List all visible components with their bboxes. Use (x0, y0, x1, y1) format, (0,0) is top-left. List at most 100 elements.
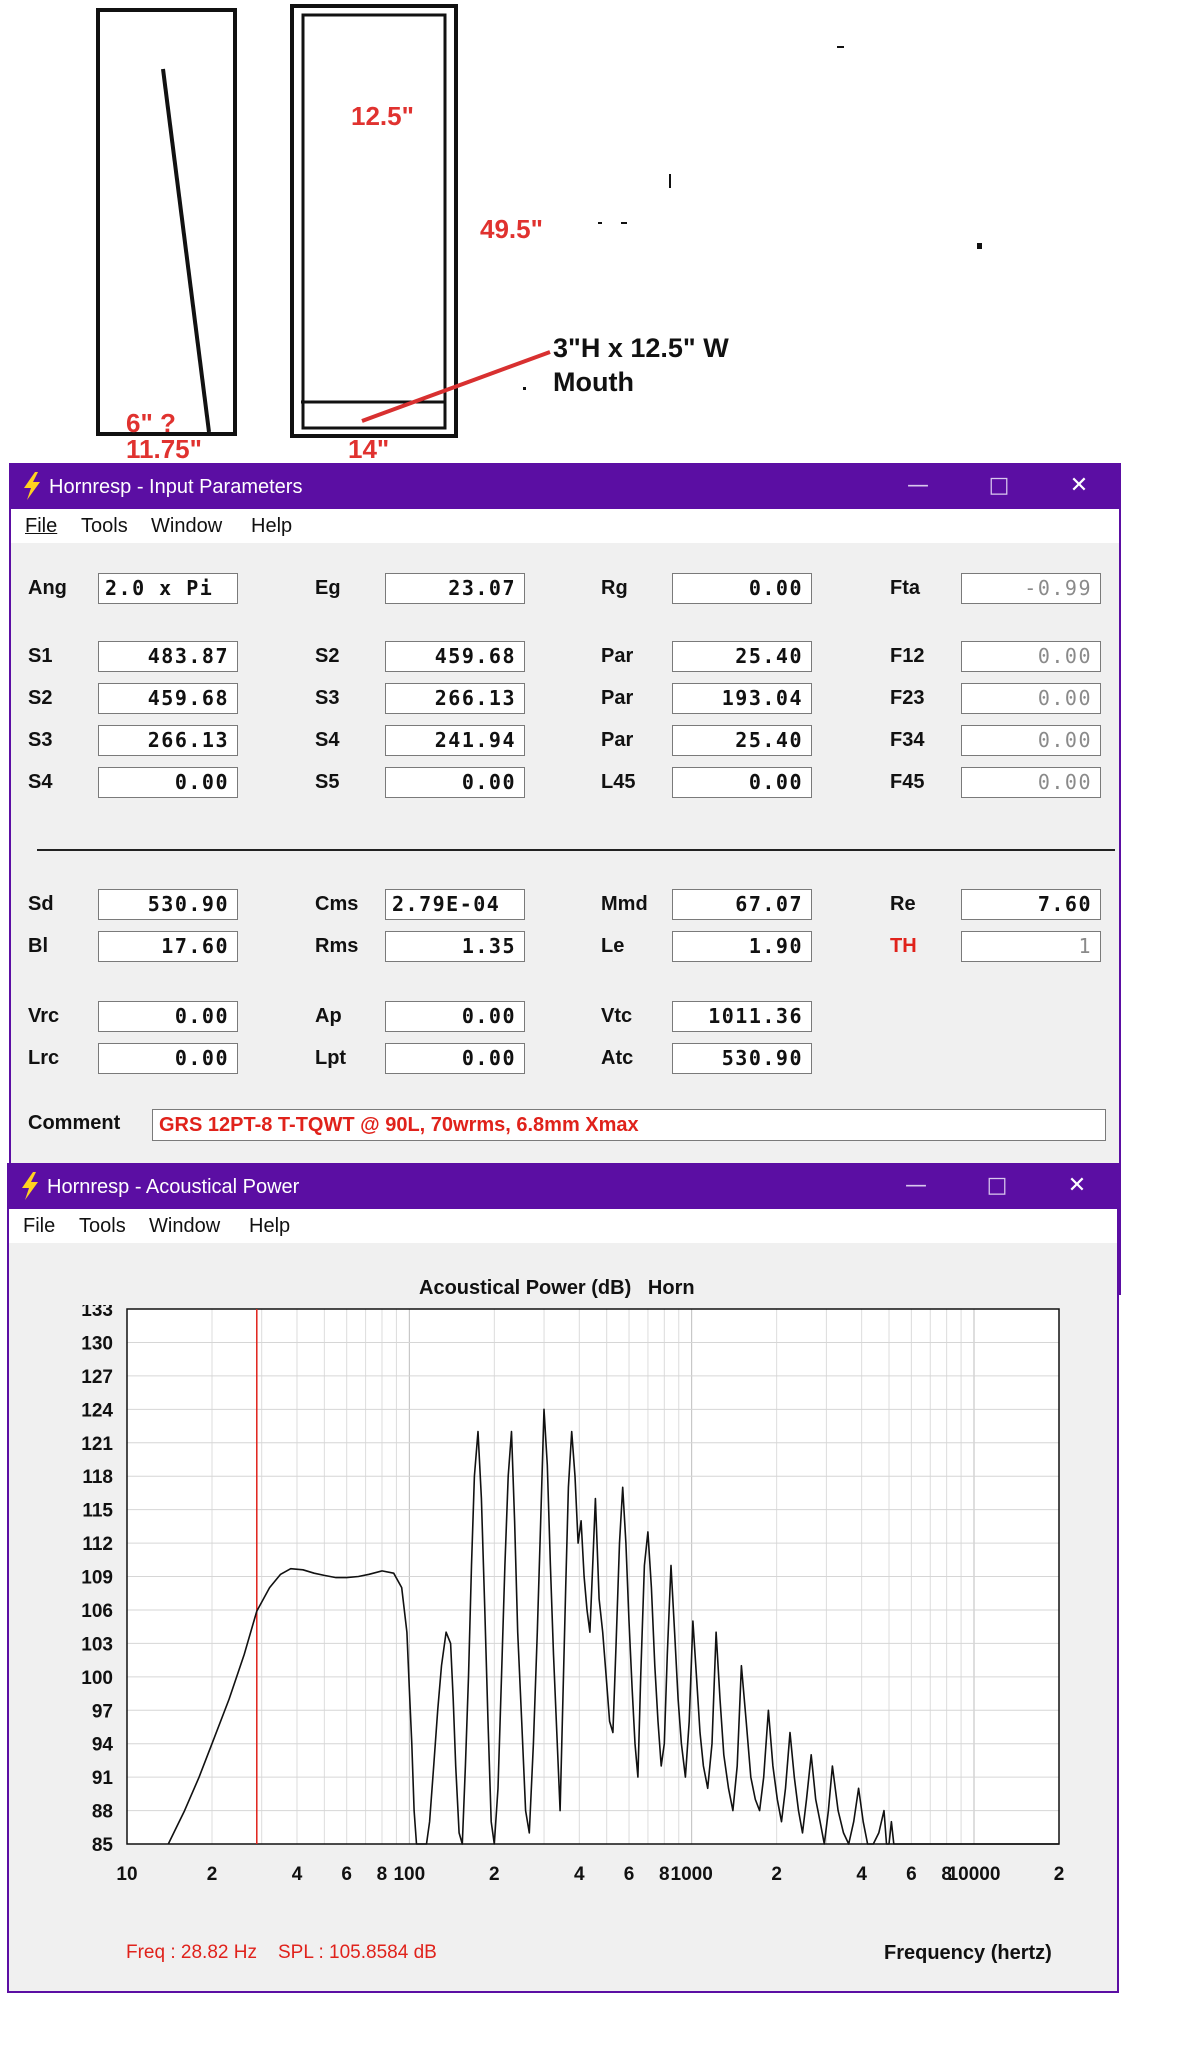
param-field-re[interactable]: 7.60 (961, 889, 1101, 920)
menu-tools[interactable]: Tools (79, 1215, 126, 1237)
front-view-outer (290, 4, 458, 438)
y-tick-label: 85 (92, 1835, 114, 1856)
x-tick-label: 4 (292, 1864, 303, 1885)
param-label-s3: S3 (28, 729, 53, 751)
top-width-label: 12.5" (351, 101, 414, 131)
param-label-ang: Ang (28, 577, 67, 599)
menu-window[interactable]: Window (151, 515, 223, 537)
param-label-ap: Ap (315, 1005, 342, 1027)
y-tick-label: 97 (92, 1701, 113, 1722)
enclosure-sketch: 12.5" 49.5" 3"H x 12.5" W Mouth 6" ? 11.… (0, 0, 1179, 464)
param-field-lrc[interactable]: 0.00 (98, 1043, 238, 1074)
param-field-bl[interactable]: 17.60 (98, 931, 238, 962)
status-spl: SPL : 105.8584 dB (278, 1942, 437, 1963)
param-label-s4: S4 (28, 771, 53, 793)
param-field-th[interactable]: 1 (961, 931, 1101, 962)
x-tick-label: 4 (856, 1864, 867, 1885)
param-field-s3[interactable]: 266.13 (98, 725, 238, 756)
menu-file[interactable]: File (25, 515, 58, 537)
param-label-f45: F45 (890, 771, 925, 793)
param-field-atc[interactable]: 530.90 (672, 1043, 812, 1074)
height-label: 49.5" (480, 214, 543, 244)
param-field-fta[interactable]: -0.99 (961, 573, 1101, 604)
param-field-eg[interactable]: 23.07 (385, 573, 525, 604)
param-field-cms[interactable]: 2.79E-04 (385, 889, 525, 920)
menu-help[interactable]: Help (251, 515, 293, 537)
side-width-label: 11.75" (126, 434, 202, 464)
param-label-s1: S1 (28, 645, 53, 667)
close-button[interactable]: ✕ (1067, 1173, 1087, 1198)
y-tick-label: 103 (81, 1634, 113, 1655)
x-tick-label: 8 (659, 1864, 670, 1885)
param-field-par[interactable]: 193.04 (672, 683, 812, 714)
minimize-button[interactable]: — (907, 473, 929, 498)
y-tick-label: 124 (81, 1400, 113, 1421)
x-tick-label: 2 (771, 1864, 782, 1885)
mouth-pointer (361, 350, 551, 423)
menu-tools[interactable]: Tools (81, 515, 128, 537)
param-field-ap[interactable]: 0.00 (385, 1001, 525, 1032)
close-button[interactable]: ✕ (1069, 473, 1089, 498)
chart-title: Acoustical Power (dB) Horn (419, 1277, 695, 1299)
param-label-th: TH (890, 935, 917, 957)
x-tick-label: 2 (1054, 1864, 1065, 1885)
param-field-f12[interactable]: 0.00 (961, 641, 1101, 672)
x-tick-label: 1000 (671, 1864, 713, 1885)
menu-file[interactable]: File (23, 1215, 56, 1237)
power-window-titlebar[interactable]: Hornresp - Acoustical Power — □ ✕ (9, 1165, 1117, 1209)
menu-help[interactable]: Help (249, 1215, 291, 1237)
param-label-rms: Rms (315, 935, 359, 957)
param-label-vrc: Vrc (28, 1005, 60, 1027)
speck (598, 222, 602, 224)
internal-baffle-line (161, 68, 211, 433)
input-window-titlebar[interactable]: Hornresp - Input Parameters — □ ✕ (11, 465, 1119, 509)
maximize-button[interactable]: □ (986, 1173, 1008, 1198)
param-label-eg: Eg (315, 577, 341, 599)
param-field-s3[interactable]: 266.13 (385, 683, 525, 714)
power-response-line (167, 1408, 1059, 1845)
minimize-button[interactable]: — (905, 1173, 927, 1198)
acoustical-power-chart[interactable]: 8588919497100103106109112115118121124127… (9, 1305, 1117, 2025)
param-field-s2[interactable]: 459.68 (98, 683, 238, 714)
hornresp-lightning-icon (24, 472, 40, 500)
param-field-f34[interactable]: 0.00 (961, 725, 1101, 756)
front-view-inner (301, 13, 447, 430)
param-field-le[interactable]: 1.90 (672, 931, 812, 962)
param-field-par[interactable]: 25.40 (672, 641, 812, 672)
y-tick-label: 109 (81, 1568, 113, 1589)
param-field-s4[interactable]: 241.94 (385, 725, 525, 756)
input-menubar: File Tools Window Help (11, 509, 1119, 543)
param-field-rg[interactable]: 0.00 (672, 573, 812, 604)
comment-input[interactable]: GRS 12PT-8 T-TQWT @ 90L, 70wrms, 6.8mm X… (152, 1109, 1106, 1141)
param-field-s1[interactable]: 483.87 (98, 641, 238, 672)
mouth-size-label: 3"H x 12.5" W (553, 333, 729, 363)
param-field-mmd[interactable]: 67.07 (672, 889, 812, 920)
param-label-s4: S4 (315, 729, 340, 751)
param-label-lpt: Lpt (315, 1047, 347, 1069)
param-field-vrc[interactable]: 0.00 (98, 1001, 238, 1032)
param-field-l45[interactable]: 0.00 (672, 767, 812, 798)
param-field-ang[interactable]: 2.0 x Pi (98, 573, 238, 604)
param-field-rms[interactable]: 1.35 (385, 931, 525, 962)
x-tick-label: 2 (489, 1864, 500, 1885)
param-field-s2[interactable]: 459.68 (385, 641, 525, 672)
param-field-f45[interactable]: 0.00 (961, 767, 1101, 798)
menu-window[interactable]: Window (149, 1215, 221, 1237)
enclosure-drawing (96, 4, 982, 438)
x-tick-label: 10000 (948, 1864, 1001, 1885)
param-field-par[interactable]: 25.40 (672, 725, 812, 756)
x-tick-label: 6 (341, 1864, 352, 1885)
maximize-button[interactable]: □ (988, 473, 1010, 498)
param-field-vtc[interactable]: 1011.36 (672, 1001, 812, 1032)
param-label-bl: Bl (28, 935, 48, 957)
param-field-s4[interactable]: 0.00 (98, 767, 238, 798)
param-field-f23[interactable]: 0.00 (961, 683, 1101, 714)
param-field-lpt[interactable]: 0.00 (385, 1043, 525, 1074)
param-label-sd: Sd (28, 893, 54, 915)
input-parameters-window: Hornresp - Input Parameters — □ ✕ File T… (9, 463, 1121, 1295)
param-field-sd[interactable]: 530.90 (98, 889, 238, 920)
param-field-s5[interactable]: 0.00 (385, 767, 525, 798)
y-tick-label: 133 (81, 1305, 113, 1321)
param-label-le: Le (601, 935, 625, 957)
param-label-s3: S3 (315, 687, 340, 709)
